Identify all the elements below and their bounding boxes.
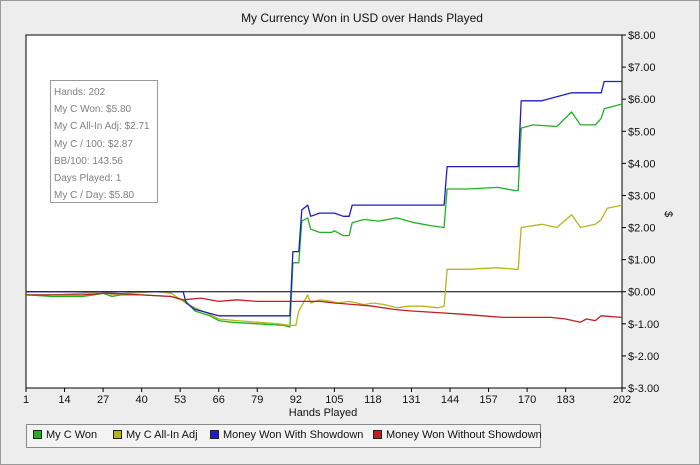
legend-item-without-showdown[interactable]: Money Won Without Showdown: [373, 429, 542, 441]
x-tick-label: 183: [556, 394, 574, 406]
legend-item-my-c-won[interactable]: My C Won: [33, 429, 97, 441]
series-line-2: [26, 204, 623, 327]
x-tick-label: 66: [213, 394, 225, 406]
x-tick-label: 170: [518, 394, 536, 406]
stat-my-c-per-100: My C / 100: $2.87: [54, 138, 133, 150]
series-line-3: [26, 80, 622, 317]
y-tick-label: $2.00: [628, 223, 656, 235]
y-tick-label: $-2.00: [628, 351, 659, 363]
x-tick-label: 14: [58, 394, 70, 406]
x-tick-label: 157: [479, 394, 497, 406]
y-tick-label: $1.00: [628, 255, 656, 267]
y-tick-label: $4.00: [628, 158, 656, 170]
x-tick-label: 131: [402, 394, 420, 406]
x-tick-label: 27: [97, 394, 109, 406]
y-tick-label: $3.00: [628, 190, 656, 202]
x-tick-label: 144: [441, 394, 459, 406]
x-tick-label: 202: [613, 394, 631, 406]
y-tick-label: $8.00: [628, 30, 656, 42]
y-tick-label: $-3.00: [628, 383, 659, 395]
chart-legend: My C Won My C All-In Adj Money Won With …: [26, 424, 542, 448]
stat-bb-per-100: BB/100: 143.56: [54, 155, 123, 167]
y-tick-label: $7.00: [628, 62, 656, 74]
series-line-4: [26, 292, 623, 323]
y-axis-label: $: [662, 211, 674, 217]
y-tick-label: $6.00: [628, 94, 656, 106]
legend-swatch: [210, 430, 219, 439]
legend-swatch: [373, 430, 382, 439]
legend-swatch: [33, 430, 42, 439]
x-axis-label: Hands Played: [289, 407, 358, 419]
legend-label: Money Won Without Showdown: [386, 429, 542, 441]
plot-area: 1 14 27 40 53 66 79 92 105 118 131 144 157 170 183 202$…: [23, 30, 659, 406]
y-tick-label: $-1.00: [628, 319, 659, 331]
legend-label: Money Won With Showdown: [223, 429, 364, 441]
legend-label: My C Won: [46, 429, 98, 441]
legend-swatch: [113, 430, 122, 439]
y-tick-label: $5.00: [628, 126, 656, 138]
stat-my-c-per-day: My C / Day: $5.80: [54, 190, 135, 202]
legend-item-all-in-adj[interactable]: My C All-In Adj: [113, 429, 198, 441]
x-tick-label: 53: [174, 394, 186, 406]
legend-item-with-showdown[interactable]: Money Won With Showdown: [210, 429, 363, 441]
x-tick-label: 105: [325, 394, 343, 406]
x-tick-label: 118: [364, 394, 382, 406]
chart-title: My Currency Won in USD over Hands Played: [241, 11, 483, 25]
stats-box: Hands: 202 My C Won: $5.80 My C All-In A…: [50, 80, 158, 203]
stat-days-played: Days Played: 1: [54, 173, 122, 185]
x-tick-label: 40: [136, 394, 148, 406]
legend-label: My C All-In Adj: [126, 429, 198, 441]
x-tick-label: 1: [23, 394, 29, 406]
stat-all-in-adj: My C All-In Adj: $2.71: [54, 121, 150, 133]
x-tick-label: 79: [251, 394, 263, 406]
y-tick-label: $0.00: [628, 287, 656, 299]
stat-hands: Hands: 202: [54, 87, 106, 98]
stat-my-c-won: My C Won: $5.80: [54, 104, 132, 116]
x-tick-label: 92: [290, 394, 302, 406]
plot-background: [25, 34, 623, 389]
